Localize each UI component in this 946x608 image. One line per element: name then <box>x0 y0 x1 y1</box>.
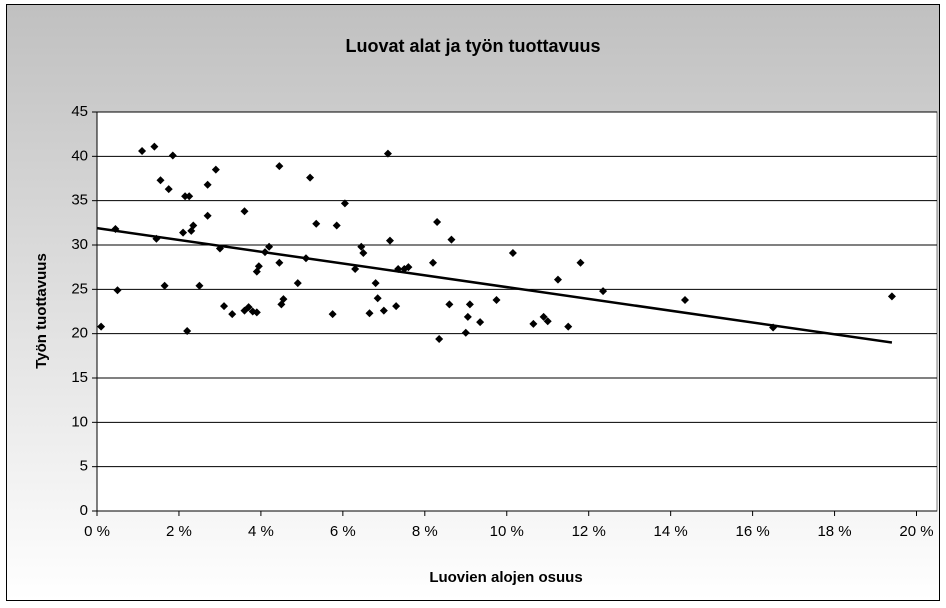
point <box>279 295 288 304</box>
y-tick-label: 15 <box>71 369 88 386</box>
x-tick-label: 18 % <box>817 523 851 540</box>
point <box>599 287 608 296</box>
point <box>156 176 165 185</box>
chart-title: Luovat alat ja työn tuottavuus <box>345 36 600 56</box>
point <box>681 295 689 304</box>
point <box>463 312 472 321</box>
point <box>252 308 261 317</box>
point <box>373 294 382 303</box>
point <box>275 162 284 171</box>
y-tick-label: 5 <box>80 458 88 475</box>
point <box>351 264 360 273</box>
point <box>365 309 374 318</box>
x-tick-label: 16 % <box>736 523 770 540</box>
point <box>138 147 147 156</box>
x-tick-label: 12 % <box>572 523 606 540</box>
x-axis-label: Luovien alojen osuus <box>429 569 582 586</box>
point <box>203 180 212 189</box>
point <box>539 312 548 321</box>
point <box>385 236 394 245</box>
point <box>332 221 341 230</box>
point <box>371 279 380 288</box>
x-tick-label: 0 % <box>84 523 110 540</box>
x-tick-label: 10 % <box>490 523 524 540</box>
y-tick-label: 0 <box>80 502 88 519</box>
y-tick-label: 40 <box>71 147 88 164</box>
point <box>168 151 177 160</box>
point <box>254 262 263 271</box>
point <box>293 279 302 288</box>
point <box>576 258 585 267</box>
point <box>203 211 212 220</box>
point <box>312 219 321 228</box>
point <box>359 248 368 257</box>
point <box>150 142 159 151</box>
y-tick-label: 35 <box>71 192 88 209</box>
point <box>383 149 392 158</box>
x-tick-label: 8 % <box>412 523 438 540</box>
y-tick-label: 25 <box>71 280 88 297</box>
point <box>328 310 337 319</box>
x-tick-label: 14 % <box>654 523 688 540</box>
point <box>887 292 896 301</box>
trend-line <box>96 226 893 344</box>
y-axis-label: Työn tuottavuus <box>33 253 50 369</box>
plot-area <box>96 111 938 512</box>
point <box>183 327 192 336</box>
point <box>265 242 274 251</box>
point <box>435 334 444 343</box>
x-tick-label: 6 % <box>330 523 356 540</box>
x-tick-label: 2 % <box>166 523 192 540</box>
point <box>429 258 437 267</box>
y-tick-label: 10 <box>71 413 88 430</box>
point <box>220 302 229 311</box>
y-tick-label: 45 <box>71 103 88 120</box>
point <box>160 281 169 290</box>
point <box>392 302 401 311</box>
point <box>492 295 501 304</box>
point <box>433 217 442 226</box>
point <box>564 322 573 331</box>
y-tick-label: 30 <box>71 236 88 253</box>
point <box>181 192 190 201</box>
point <box>404 263 413 272</box>
point <box>445 300 454 309</box>
point <box>529 319 538 328</box>
point <box>189 221 198 230</box>
point <box>553 275 562 284</box>
point <box>461 328 470 337</box>
point <box>211 165 220 174</box>
point <box>275 258 284 267</box>
point <box>508 248 517 257</box>
point <box>179 228 188 237</box>
x-tick-label: 20 % <box>899 523 933 540</box>
y-tick-label: 20 <box>71 325 88 342</box>
point <box>476 318 485 327</box>
x-tick-label: 4 % <box>248 523 274 540</box>
point <box>543 317 552 326</box>
point <box>113 286 122 295</box>
point <box>244 303 253 312</box>
point <box>164 185 173 194</box>
point <box>465 300 474 309</box>
point <box>195 281 204 290</box>
point <box>97 322 106 331</box>
point <box>240 207 249 216</box>
point <box>306 173 315 182</box>
point <box>447 235 456 244</box>
point <box>357 242 366 251</box>
point <box>185 192 194 201</box>
point <box>340 199 349 208</box>
point <box>379 306 388 315</box>
point <box>228 310 237 319</box>
